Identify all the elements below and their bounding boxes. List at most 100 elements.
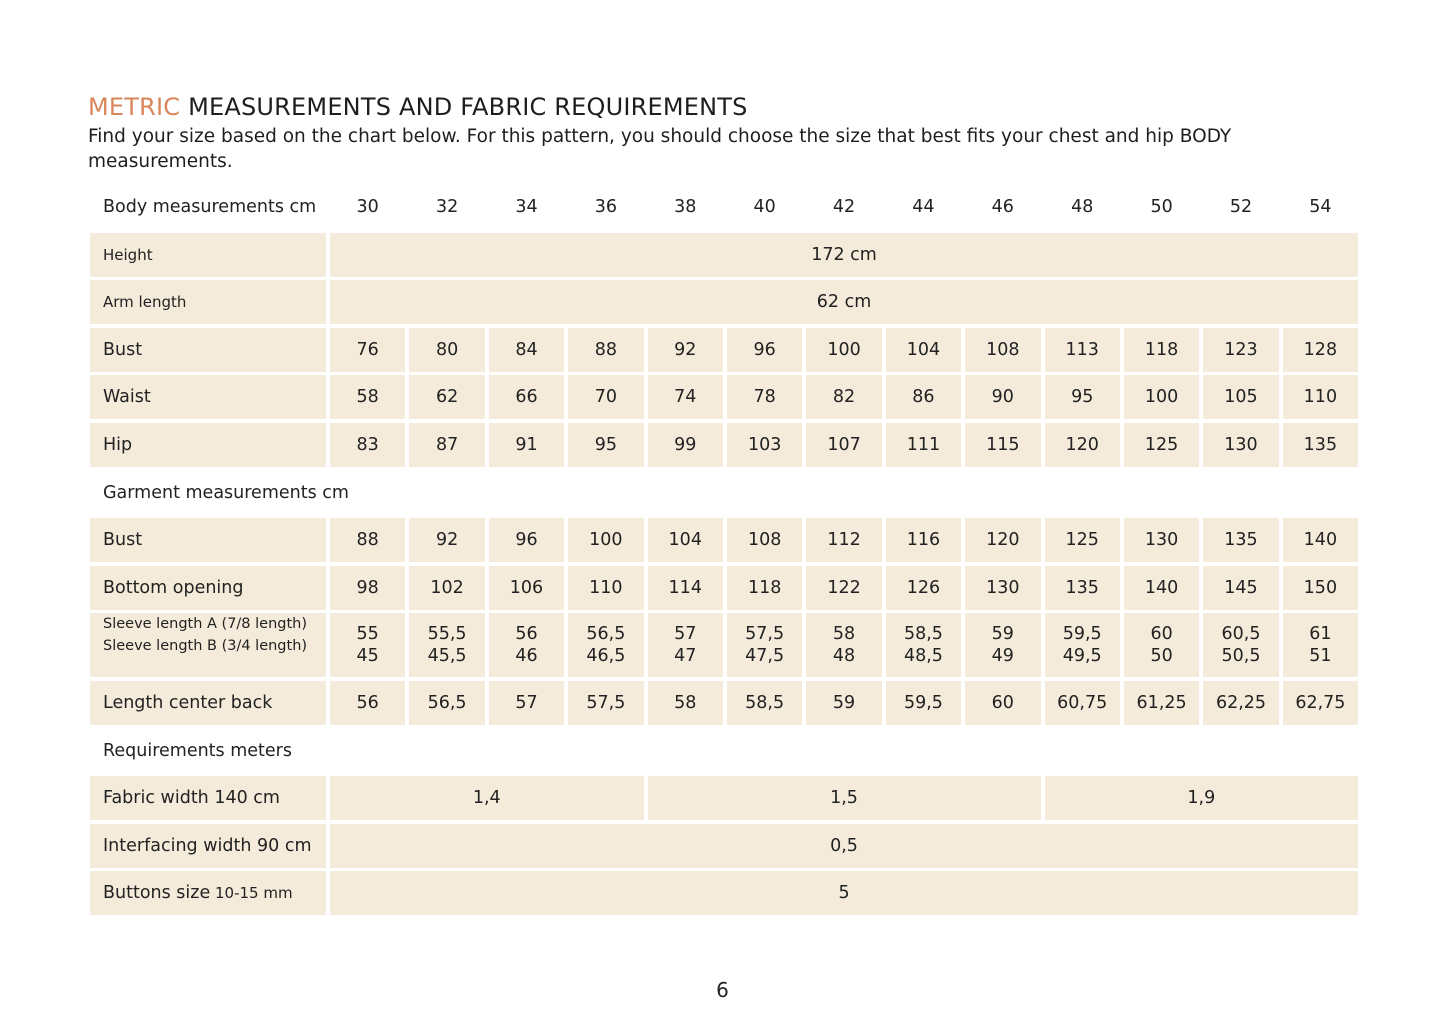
sleeve-b-value: 45,5 (427, 646, 467, 667)
sleeve-length-value: 57 47 (647, 613, 723, 678)
size-header: 44 (912, 197, 935, 217)
size-header: 50 (1150, 197, 1173, 217)
interfacing-width-label: Interfacing width 90 cm (90, 823, 326, 868)
sleeve-b-value: 46,5 (586, 646, 626, 667)
height-value: 172 cm (330, 232, 1359, 277)
page-title: METRIC MEASUREMENTS AND FABRIC REQUIREME… (88, 92, 748, 122)
garment-bust-label: Bust (90, 518, 326, 563)
garment-bust-value: 140 (1282, 518, 1359, 563)
sleeve-length-value: 59,5 49,5 (1044, 613, 1120, 678)
body-hip-value: 111 (885, 422, 962, 467)
sleeve-length-value: 57,5 47,5 (726, 613, 803, 678)
size-header: 42 (832, 197, 856, 217)
length-center-back-value: 62,25 (1203, 680, 1279, 725)
size-header: 32 (435, 197, 459, 217)
sleeve-length-value: 60,5 50,5 (1203, 613, 1279, 678)
garment-bottom-opening-value: 145 (1203, 565, 1279, 610)
body-hip-value: 87 (409, 422, 485, 467)
fabric-width-label: Fabric width 140 cm (90, 776, 326, 821)
size-header: 52 (1229, 197, 1253, 217)
sleeve-length-value: 55 45 (330, 613, 406, 678)
garment-bust-value: 96 (488, 518, 565, 563)
garment-bottom-opening-label: Bottom opening (90, 565, 326, 610)
body-waist-value: 105 (1203, 375, 1279, 420)
length-center-back-value: 56 (330, 680, 406, 725)
sleeve-a-value: 60 (1150, 624, 1173, 645)
sleeve-b-value: 46 (515, 646, 538, 667)
length-center-back-value: 61,25 (1123, 680, 1200, 725)
body-waist-value: 100 (1123, 375, 1200, 420)
body-bust-value: 84 (488, 327, 565, 372)
body-bust-value: 80 (409, 327, 485, 372)
interfacing-value: 0,5 (330, 823, 1359, 868)
body-hip-value: 91 (488, 422, 565, 467)
buttons-value: 5 (330, 871, 1359, 916)
garment-bottom-opening-value: 150 (1282, 565, 1359, 610)
sleeve-a-value: 56,5 (586, 624, 626, 645)
garment-bust-value: 130 (1123, 518, 1200, 563)
garment-bottom-opening-value: 98 (330, 565, 406, 610)
garment-bottom-opening-value: 130 (965, 565, 1041, 610)
sleeve-a-value: 59 (991, 624, 1014, 645)
body-measurements-header: Body measurements cm (103, 197, 317, 217)
body-hip-value: 120 (1044, 422, 1120, 467)
size-header: 30 (356, 197, 379, 217)
garment-bust-value: 116 (885, 518, 962, 563)
sleeve-b-value: 47 (674, 646, 697, 667)
sleeve-length-value: 60 50 (1123, 613, 1200, 678)
body-bust-value: 96 (726, 327, 803, 372)
fabric-requirement-value: 1,9 (1044, 776, 1359, 821)
size-chart-table: Body measurements cm 30 32 34 36 38 40 42 44 46 48… (90, 185, 1359, 916)
sleeve-length-value: 59 49 (965, 613, 1041, 678)
length-center-back-value: 56,5 (409, 680, 485, 725)
sleeve-a-value: 59,5 (1062, 624, 1102, 645)
sleeve-b-value: 48 (832, 646, 856, 667)
body-hip-value: 83 (330, 422, 406, 467)
body-waist-value: 66 (488, 375, 565, 420)
body-waist-value: 74 (647, 375, 723, 420)
garment-bust-value: 135 (1203, 518, 1279, 563)
sleeve-length-value: 55,5 45,5 (409, 613, 485, 678)
garment-bust-value: 104 (647, 518, 723, 563)
sleeve-b-value: 49 (991, 646, 1014, 667)
body-bust-value: 104 (885, 327, 962, 372)
buttons-size-unit: 10-15 mm (210, 884, 293, 903)
garment-bust-value: 120 (965, 518, 1041, 563)
page-number: 6 (716, 978, 729, 1002)
body-waist-value: 78 (726, 375, 803, 420)
sleeve-b-value: 48,5 (903, 646, 943, 667)
arm-length-label: Arm length (90, 280, 326, 325)
size-header: 40 (753, 197, 776, 217)
sleeve-length-b-label: Sleeve length B (3/4 length) (103, 638, 308, 655)
sleeve-a-value: 58 (832, 624, 856, 645)
garment-bust-value: 88 (330, 518, 406, 563)
body-hip-value: 95 (568, 422, 644, 467)
garment-bottom-opening-value: 110 (568, 565, 644, 610)
sleeve-length-value: 58,5 48,5 (885, 613, 962, 678)
body-hip-value: 99 (647, 422, 723, 467)
buttons-size-text: Buttons size (103, 883, 211, 904)
length-center-back-label: Length center back (90, 680, 326, 725)
title-accent: METRIC (88, 93, 181, 121)
garment-bottom-opening-value: 126 (885, 565, 962, 610)
length-center-back-value: 57,5 (568, 680, 644, 725)
fabric-requirement-value: 1,4 (330, 776, 644, 821)
body-bust-value: 100 (806, 327, 882, 372)
length-center-back-value: 57 (488, 680, 565, 725)
sleeve-a-value: 57,5 (745, 624, 785, 645)
garment-bottom-opening-value: 140 (1123, 565, 1200, 610)
sleeve-b-value: 49,5 (1062, 646, 1102, 667)
size-header: 38 (674, 197, 697, 217)
sleeve-length-a-label: Sleeve length A (7/8 length) (103, 616, 308, 633)
garment-bottom-opening-value: 102 (409, 565, 485, 610)
body-hip-value: 125 (1123, 422, 1200, 467)
sleeve-a-value: 60,5 (1221, 624, 1261, 645)
garment-bottom-opening-value: 135 (1044, 565, 1120, 610)
sleeve-a-value: 55 (356, 624, 379, 645)
size-header: 34 (515, 197, 538, 217)
length-center-back-value: 60,75 (1044, 680, 1120, 725)
body-hip-value: 135 (1282, 422, 1359, 467)
body-waist-value: 62 (409, 375, 485, 420)
garment-bust-value: 108 (726, 518, 803, 563)
body-bust-value: 128 (1282, 327, 1359, 372)
